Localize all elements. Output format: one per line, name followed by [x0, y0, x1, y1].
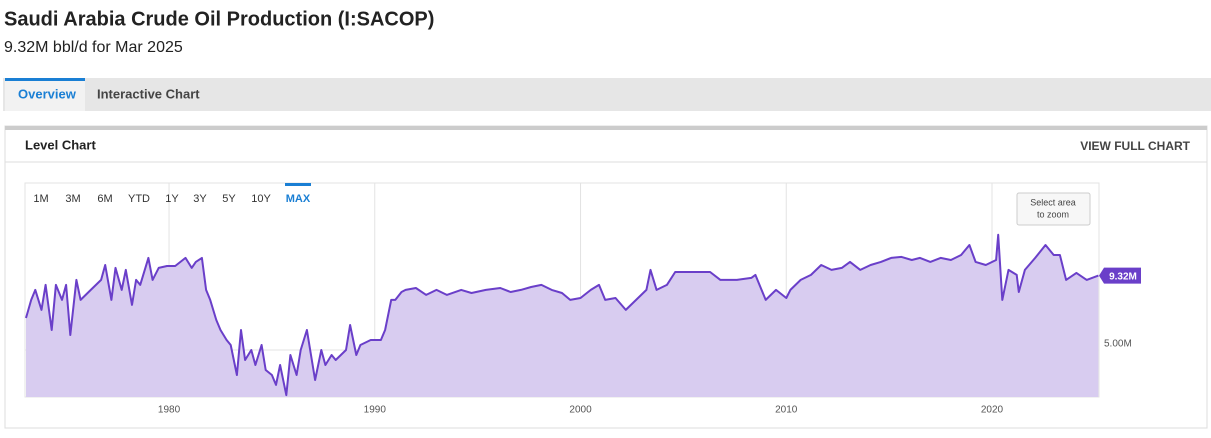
tab-bar	[3, 78, 1211, 111]
range-button[interactable]: 10Y	[251, 193, 271, 205]
panel-title: Level Chart	[25, 137, 96, 152]
zoom-hint: Select area	[1030, 197, 1076, 207]
area-fill	[26, 234, 1099, 397]
y-tick-label: 5.00M	[1104, 339, 1132, 350]
tab[interactable]: Overview	[18, 86, 77, 101]
line	[25, 233, 1099, 397]
x-tick-label: 1990	[364, 405, 387, 416]
range-button[interactable]: YTD	[128, 193, 150, 205]
range-button[interactable]: 1Y	[165, 193, 179, 205]
view-full-chart[interactable]: VIEW FULL CHART	[1080, 139, 1190, 153]
page-title: Saudi Arabia Crude Oil Production (I:SAC…	[4, 8, 434, 30]
range-button[interactable]: MAX	[286, 193, 311, 205]
range-button[interactable]: 1M	[33, 193, 48, 205]
tab[interactable]: Interactive Chart	[97, 86, 200, 101]
panel-top-border	[5, 126, 1207, 130]
range-button[interactable]: 3M	[65, 193, 80, 205]
zoom-hint: to zoom	[1037, 209, 1069, 219]
range-button[interactable]: 6M	[97, 193, 112, 205]
x-tick-label: 2020	[981, 405, 1004, 416]
range-button[interactable]: 5Y	[222, 193, 236, 205]
current-value-label: 9.32M	[1109, 271, 1137, 282]
range-button[interactable]: 3Y	[193, 193, 207, 205]
zoom-hint-box	[1016, 192, 1091, 226]
x-tick-label: 2010	[775, 405, 798, 416]
value-tag	[1099, 267, 1141, 284]
x-tick-label: 1980	[158, 405, 181, 416]
x-tick-label: 2000	[569, 405, 592, 416]
page-subtitle: 9.32M bbl/d for Mar 2025	[4, 39, 183, 56]
tab-active-indicator	[5, 78, 85, 81]
chart: 1980 1990 2000 2010 2020 5.00M 9.32M 1M 3M 6M YTD 1…	[24, 182, 1141, 416]
tab-active-bg	[5, 78, 85, 111]
range-active-indicator	[285, 183, 311, 186]
